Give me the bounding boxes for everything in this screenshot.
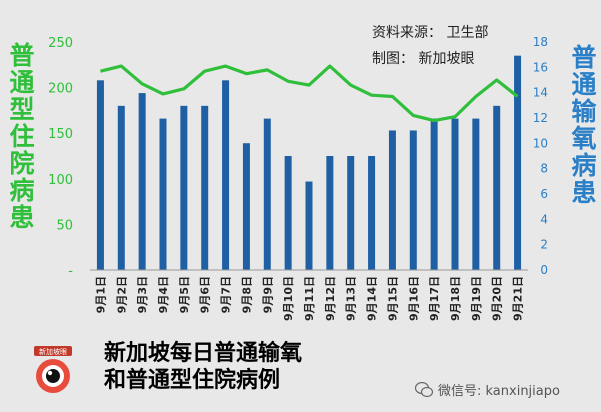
left-tick-label: 100 <box>48 173 73 188</box>
footer-title-line1: 新加坡每日普通输氧 <box>104 341 303 366</box>
bar-10 <box>284 156 292 270</box>
bar-7 <box>222 80 230 270</box>
x-tick-label: 9月3日 <box>136 276 149 313</box>
footer-title-line2: 和普通型住院病例 <box>104 368 281 393</box>
x-tick-label: 9月20日 <box>491 276 504 321</box>
bar-16 <box>409 130 417 270</box>
x-tick-label: 9月16日 <box>407 276 420 321</box>
right-tick-label: 4 <box>540 212 548 226</box>
x-tick-label: 9月8日 <box>240 276 253 313</box>
right-tick-label: 2 <box>540 238 548 252</box>
bar-6 <box>201 105 209 270</box>
x-tick-label: 9月6日 <box>199 276 212 313</box>
right-tick-label: 8 <box>540 162 548 176</box>
x-tick-label: 9月12日 <box>324 276 337 321</box>
bar-2 <box>117 105 125 270</box>
right-tick-label: 18 <box>533 35 548 49</box>
maker-credit: 制图： 新加坡眼 <box>372 51 475 67</box>
right-tick-label: 16 <box>533 60 548 74</box>
logo-text: 新加坡眼 <box>39 347 67 356</box>
left-axis-title: 普通型住院病患 <box>6 42 35 231</box>
right-tick-label: 12 <box>533 111 548 125</box>
right-tick-label: 14 <box>533 86 548 100</box>
bar-1 <box>96 80 104 270</box>
x-tick-label: 9月4日 <box>157 276 170 313</box>
bar-20 <box>493 105 501 270</box>
left-tick-label: 50 <box>56 218 73 233</box>
bar-17 <box>430 118 438 270</box>
x-tick-label: 9月7日 <box>220 276 233 313</box>
x-tick-label: 9月11日 <box>303 276 316 321</box>
x-tick-label: 9月15日 <box>386 276 399 321</box>
bar-3 <box>138 93 146 271</box>
bar-15 <box>388 130 396 270</box>
footer-title: 新加坡每日普通输氧 和普通型住院病例 <box>104 340 364 394</box>
bar-5 <box>180 105 188 270</box>
bar-9 <box>263 118 271 270</box>
right-axis-title: 普通输氧病患 <box>568 44 597 206</box>
x-tick-label: 9月9日 <box>261 276 274 313</box>
x-tick-label: 9月21日 <box>512 276 525 321</box>
bar-4 <box>159 118 167 270</box>
left-tick-label: 150 <box>48 127 73 142</box>
x-tick-label: 9月13日 <box>345 276 358 321</box>
x-tick-label: 9月1日 <box>94 276 107 313</box>
wechat-id: 微信号: kanxinjiapo <box>415 380 560 399</box>
x-tick-label: 9月17日 <box>428 276 441 321</box>
bar-13 <box>347 156 355 270</box>
bar-series <box>96 55 522 271</box>
right-tick-label: 6 <box>540 187 548 201</box>
x-axis-ticks: 9月1日 9月2日 9月3日 9月4日 9月5日 9月6日 9月7日 9月8日 9月9日 9月10… <box>94 276 524 321</box>
wechat-id-text: 微信号: kanxinjiapo <box>438 384 560 399</box>
left-tick-label: - <box>68 264 73 279</box>
newspaper-eye-logo: 新加坡眼 <box>34 346 72 393</box>
x-tick-label: 9月10日 <box>282 276 295 321</box>
source-credit: 资料来源： 卫生部 <box>372 25 489 41</box>
line-series <box>100 64 519 123</box>
wechat-icon <box>415 381 433 397</box>
right-axis-ticks: 0 2 4 6 8 10 12 14 16 18 <box>533 35 548 277</box>
right-tick-label: 0 <box>540 263 548 277</box>
left-tick-label: 250 <box>48 36 73 51</box>
x-tick-label: 9月19日 <box>470 276 483 321</box>
bar-14 <box>368 156 376 270</box>
bar-19 <box>472 118 480 270</box>
bar-12 <box>326 156 334 270</box>
x-tick-label: 9月14日 <box>366 276 379 321</box>
x-tick-label: 9月5日 <box>178 276 191 313</box>
left-axis-ticks: - 50 100 150 200 250 <box>48 36 73 279</box>
bar-11 <box>305 181 313 270</box>
oxygen-line <box>100 64 519 123</box>
x-tick-label: 9月2日 <box>115 276 128 313</box>
bar-18 <box>451 118 459 270</box>
right-tick-label: 10 <box>533 136 548 150</box>
x-tick-label: 9月18日 <box>449 276 462 321</box>
left-tick-label: 200 <box>48 82 73 97</box>
bar-8 <box>242 143 250 270</box>
bar-21 <box>514 55 522 271</box>
